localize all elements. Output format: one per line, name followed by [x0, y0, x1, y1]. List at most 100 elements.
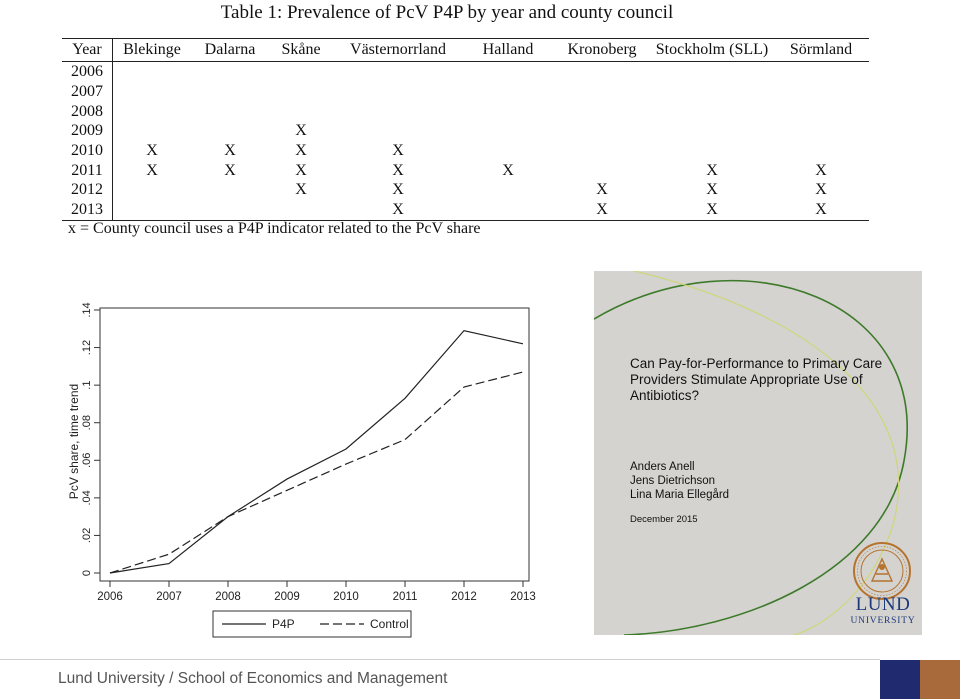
university-wordmark: UNIVERSITY [850, 616, 916, 626]
legend-label: P4P [272, 617, 295, 631]
legend-box [212, 610, 412, 638]
table-column-header: Year [62, 38, 113, 62]
x-tick-label: 2006 [97, 591, 123, 603]
table-year-cell: 2009 [62, 121, 113, 141]
pcv-share-chart: 0 .02 .04 .06 .08 .1 .12 .14 PcV share, time tre… [67, 302, 536, 638]
table-note: x = County council uses a P4P indicator … [68, 220, 481, 237]
table-column-header: Dalarna [191, 38, 269, 62]
y-tick-label: .12 [81, 340, 93, 355]
table-cell [191, 62, 269, 82]
table-cell: X [295, 161, 307, 179]
table-cell: X [392, 181, 404, 199]
table-cell [113, 180, 192, 200]
table-cell [113, 121, 192, 141]
cover-date: December 2015 [630, 514, 698, 525]
legend-label: Control [370, 617, 409, 631]
table-cell: X [773, 199, 869, 221]
table-cell: X [553, 199, 651, 221]
table-cell [333, 62, 463, 82]
table-column-header: Stockholm (SLL) [651, 38, 773, 62]
table-cell [773, 141, 869, 161]
table-cell [651, 121, 773, 141]
table-cell: X [815, 181, 827, 199]
table-cell [113, 101, 192, 121]
cover-title: Can Pay-for-Performance to Primary Care … [630, 356, 883, 403]
x-tick-label: 2007 [156, 591, 182, 603]
table-cell [191, 180, 269, 200]
table-body: 2006 2007 2008 2009 X 2010 X X X X 2011 X X X X X X X 2012… [62, 61, 869, 221]
y-tick-label: .08 [81, 415, 93, 430]
table-cell [463, 121, 553, 141]
table-column-header: Blekinge [112, 38, 191, 62]
table-title: Table 1: Prevalence of PcV P4P by year a… [220, 2, 674, 23]
table-year-cell: 2013 [62, 199, 113, 221]
table-year-cell: 2012 [62, 180, 113, 200]
y-tick-label: .04 [81, 490, 93, 505]
table-cell [333, 82, 463, 102]
table-row: 2013 X X X X [62, 199, 869, 221]
table-cell [463, 82, 553, 102]
table-cell: X [706, 161, 718, 179]
x-tick-label: 2010 [333, 591, 359, 603]
table-cell [651, 101, 773, 121]
lund-wordmark: LUND [855, 594, 911, 615]
table-year-cell: 2008 [62, 101, 113, 122]
x-tick-label: 2013 [510, 591, 536, 603]
table-cell: X [392, 161, 404, 179]
table-cell [553, 141, 651, 161]
table-cell [269, 101, 333, 121]
table-cell [463, 180, 553, 200]
footer-color-block [920, 660, 960, 699]
x-tick-label: 2012 [451, 591, 477, 603]
table-cell: X [224, 142, 236, 160]
table-cell [112, 199, 191, 221]
table-row: 2011 X X X X X X X [62, 160, 869, 181]
y-tick-label: .02 [81, 528, 93, 543]
table-cell [269, 82, 333, 102]
table-cell: X [815, 161, 827, 179]
table-cell [191, 82, 269, 102]
table-cell [651, 141, 773, 161]
x-tick-label: 2009 [274, 591, 300, 603]
table-cell: X [295, 181, 307, 199]
footer-divider [0, 659, 880, 660]
table-cell [463, 141, 553, 161]
table-cell [773, 121, 869, 141]
chart-plot-frame [99, 307, 530, 582]
table-cell [463, 62, 553, 82]
cover-arc-dark [594, 279, 908, 635]
table-cell [269, 199, 333, 221]
table-row: 2007 [62, 81, 869, 102]
series-line-p4p [109, 330, 524, 574]
cover-author: Lina Maria Ellegård [630, 489, 730, 501]
table-cell [333, 121, 463, 141]
table-row: 2012 X X X X X [62, 180, 869, 200]
table-cell [113, 62, 192, 82]
table-row: 2010 X X X X [62, 140, 869, 161]
table-cell: X [224, 161, 236, 179]
table-cell: X [706, 181, 718, 199]
table-cell [463, 199, 553, 221]
table-row: 2006 [62, 61, 869, 82]
table-cell [651, 82, 773, 102]
table-column-header: Kronoberg [553, 38, 651, 62]
table-cell [463, 101, 553, 121]
y-axis-label: PcV share, time trend [67, 384, 81, 499]
chart-legend: P4P Control [212, 610, 412, 638]
table-year-cell: 2006 [62, 61, 113, 82]
prevalence-table: Year Blekinge Dalarna Skåne Västernorrland Ha… [62, 38, 869, 221]
table-cell: X [146, 161, 158, 179]
table-cell [333, 101, 463, 121]
y-tick-label: .14 [81, 302, 93, 317]
cover-author: Jens Dietrichson [630, 475, 716, 487]
table-column-header: Skåne [269, 38, 333, 62]
table-cell: X [651, 199, 773, 221]
table-row: 2008 [62, 101, 869, 122]
table-cell: X [333, 199, 463, 221]
table-cell [553, 101, 651, 121]
table-column-header: Västernorrland [333, 38, 463, 62]
series-line-control [109, 371, 524, 574]
table-cell [191, 199, 269, 221]
table-cell [651, 62, 773, 82]
x-tick-label: 2008 [215, 591, 241, 603]
